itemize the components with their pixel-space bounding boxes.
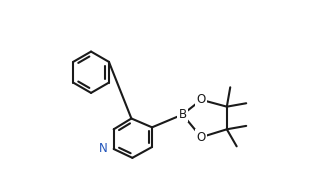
Text: O: O [197,93,206,106]
Text: O: O [197,131,206,144]
Text: B: B [179,108,187,121]
Text: N: N [99,143,108,156]
